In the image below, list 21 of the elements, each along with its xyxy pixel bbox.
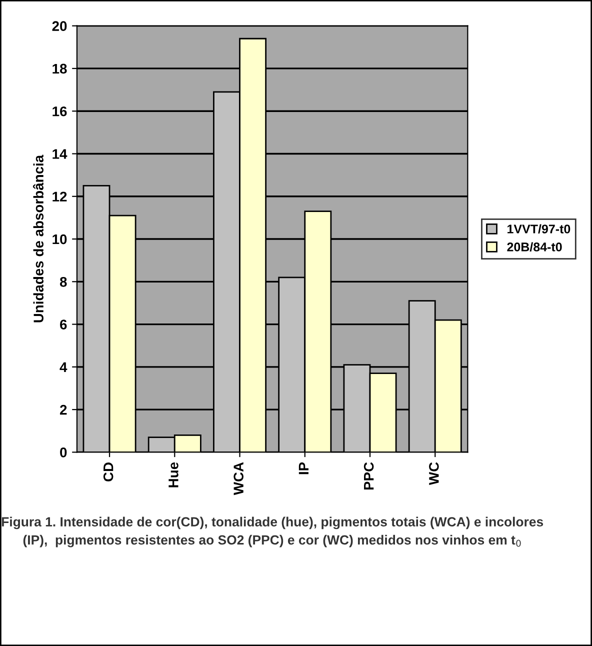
legend-label: 20B/84-t0 bbox=[507, 242, 562, 252]
y-tick-label: 4 bbox=[60, 362, 68, 372]
y-tick-label: 16 bbox=[52, 106, 67, 116]
y-tick-label: 2 bbox=[60, 404, 67, 415]
y-tick-label: 20 bbox=[52, 21, 67, 32]
y-tick-label: 18 bbox=[52, 64, 67, 74]
y-tick-label: 8 bbox=[60, 276, 67, 287]
x-tick-label: PPC bbox=[364, 462, 374, 490]
y-axis-title: Unidades de absorbância bbox=[32, 154, 44, 322]
x-tick-label: WC bbox=[429, 462, 439, 486]
legend-label: 1VVT/97-t0 bbox=[508, 224, 570, 234]
y-tick-label: 10 bbox=[52, 234, 67, 244]
x-tick-label: CD bbox=[103, 462, 114, 482]
y-tick-label: 0 bbox=[60, 448, 67, 458]
x-tick-label: Hue bbox=[168, 462, 178, 488]
y-tick-label: 6 bbox=[60, 320, 67, 330]
text: Figura 1. Intensidade de cor(CD), tonalidade (hue), pigmentos totais (WCA) e incolores (IP), pigmentos resistentes ao SO2 (PPC) e cor (WC) medidos nos vinhos em t$_{0}$ bbox=[2, 516, 544, 548]
x-tick-label: WCA bbox=[234, 462, 244, 496]
x-tick-label: IP bbox=[298, 462, 308, 474]
y-tick-label: 14 bbox=[52, 149, 68, 159]
y-tick-label: 12 bbox=[52, 192, 67, 202]
